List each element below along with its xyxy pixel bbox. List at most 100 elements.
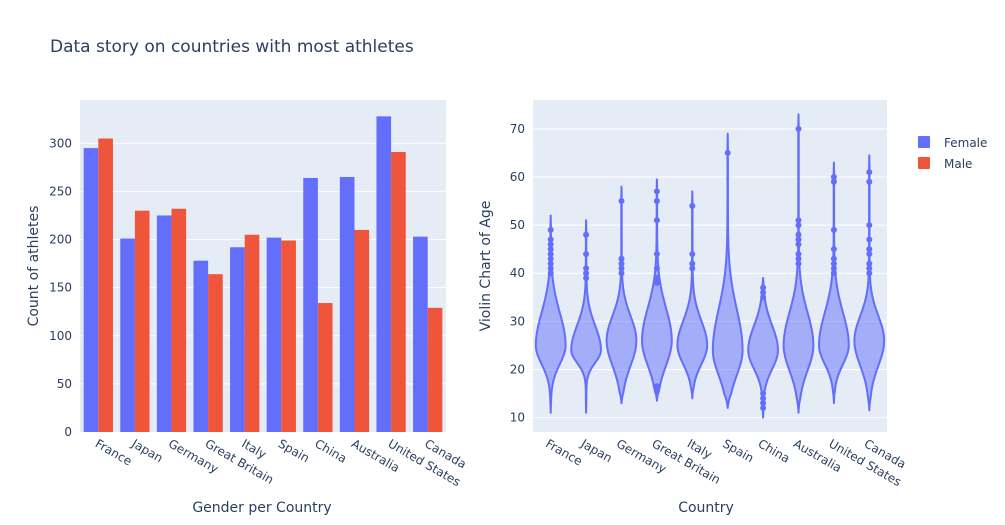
violin-outlier-point[interactable] [760,294,767,301]
bar-male-china[interactable] [317,303,333,432]
violin-outlier-point[interactable] [653,250,660,257]
violin-outlier-point[interactable] [795,236,802,243]
violin-outlier-point[interactable] [653,198,660,205]
bar-female-spain[interactable] [266,237,282,432]
violin-outlier-point[interactable] [795,260,802,267]
violin-united-states[interactable] [818,161,850,405]
bar-female-france[interactable] [83,148,99,432]
violin-outlier-point[interactable] [653,388,660,395]
bar-male-france[interactable] [98,138,113,433]
violin-japan[interactable] [570,219,602,414]
violin-outlier-point[interactable] [795,255,802,262]
violin-outlier-point[interactable] [724,149,731,156]
violin-outlier-point[interactable] [618,265,625,272]
violin-outlier-point[interactable] [760,289,767,296]
violin-outlier-point[interactable] [760,390,767,397]
violin-spain[interactable] [711,132,744,409]
violin-outlier-point[interactable] [689,260,696,267]
violin-outlier-point[interactable] [653,275,660,282]
violin-outlier-point[interactable] [547,241,554,248]
violin-y-ticks: 10 20 30 40 50 60 70 [510,122,525,425]
violin-outlier-point[interactable] [866,250,873,257]
violin-outlier-point[interactable] [583,250,590,257]
violin-outlier-point[interactable] [547,250,554,257]
violin-outlier-point[interactable] [547,260,554,267]
bar-female-china[interactable] [303,177,318,432]
violin-italy[interactable] [676,190,709,400]
violin-outlier-point[interactable] [866,169,873,176]
violin-y-tick-label: 40 [510,266,525,280]
violin-outlier-point[interactable] [689,250,696,257]
violin-outlier-point[interactable] [795,241,802,248]
violin-outlier-point[interactable] [547,255,554,262]
violin-outlier-point[interactable] [830,246,837,253]
bar-female-united-states[interactable] [376,116,392,432]
bar-male-germany[interactable] [171,208,187,432]
bar-male-great-britain[interactable] [208,274,223,432]
violin-outlier-point[interactable] [618,255,625,262]
bar-male-australia[interactable] [354,229,370,432]
violin-outlier-point[interactable] [795,222,802,229]
violin-outlier-point[interactable] [866,222,873,229]
violin-canada[interactable] [853,154,886,412]
violin-outlier-point[interactable] [547,265,554,272]
violin-outlier-point[interactable] [653,265,660,272]
violin-outlier-point[interactable] [618,260,625,267]
violin-outlier-point[interactable] [583,231,590,238]
violin-france[interactable] [534,214,567,414]
violin-outlier-point[interactable] [830,226,837,233]
violin-outlier-point[interactable] [760,400,767,407]
violin-outlier-point[interactable] [830,178,837,185]
bar-female-great-britain[interactable] [193,260,209,432]
violin-outlier-point[interactable] [547,246,554,253]
violin-outlier-point[interactable] [653,188,660,195]
bar-female-japan[interactable] [120,238,135,432]
violin-outlier-point[interactable] [689,265,696,272]
violin-outlier-point[interactable] [618,198,625,205]
violin-outlier-point[interactable] [760,284,767,291]
violin-outlier-point[interactable] [795,217,802,224]
violin-great-britain[interactable] [641,178,673,402]
bar-female-italy[interactable] [230,247,245,432]
violin-outlier-point[interactable] [760,395,767,402]
violin-outlier-point[interactable] [795,125,802,132]
violin-outlier-point[interactable] [547,270,554,277]
bar-male-canada[interactable] [427,307,443,432]
violin-outlier-point[interactable] [830,173,837,180]
violin-outlier-point[interactable] [689,202,696,209]
violin-outlier-point[interactable] [653,279,660,286]
violin-outlier-point[interactable] [618,270,625,277]
violin-outlier-point[interactable] [547,236,554,243]
violin-outlier-point[interactable] [866,178,873,185]
violin-outlier-point[interactable] [795,250,802,257]
bar-male-united-states[interactable] [391,151,406,432]
violin-outlier-point[interactable] [866,270,873,277]
violin-outlier-point[interactable] [830,255,837,262]
violin-outlier-point[interactable] [866,265,873,272]
violin-outlier-point[interactable] [653,217,660,224]
violin-outlier-point[interactable] [760,404,767,411]
violin-outlier-point[interactable] [583,265,590,272]
bar-male-italy[interactable] [244,234,260,432]
violin-outlier-point[interactable] [830,265,837,272]
violin-outlier-point[interactable] [866,260,873,267]
legend-swatch-male [918,157,930,169]
violin-outlier-point[interactable] [653,383,660,390]
legend-item-female[interactable]: Female [918,136,987,150]
violin-outlier-point[interactable] [866,236,873,243]
violin-outlier-point[interactable] [583,275,590,282]
bar-male-japan[interactable] [134,210,150,432]
bar-female-canada[interactable] [413,236,428,432]
violin-outlier-point[interactable] [795,231,802,238]
violin-china[interactable] [747,277,779,419]
violin-outlier-point[interactable] [830,270,837,277]
violin-outlier-point[interactable] [866,246,873,253]
violin-outlier-point[interactable] [830,260,837,267]
violin-outlier-point[interactable] [583,270,590,277]
violin-outlier-point[interactable] [547,226,554,233]
bar-female-germany[interactable] [156,215,172,432]
bar-female-australia[interactable] [339,176,355,432]
violin-germany[interactable] [605,185,638,405]
legend-item-male[interactable]: Male [918,157,972,171]
bar-male-spain[interactable] [281,240,296,432]
